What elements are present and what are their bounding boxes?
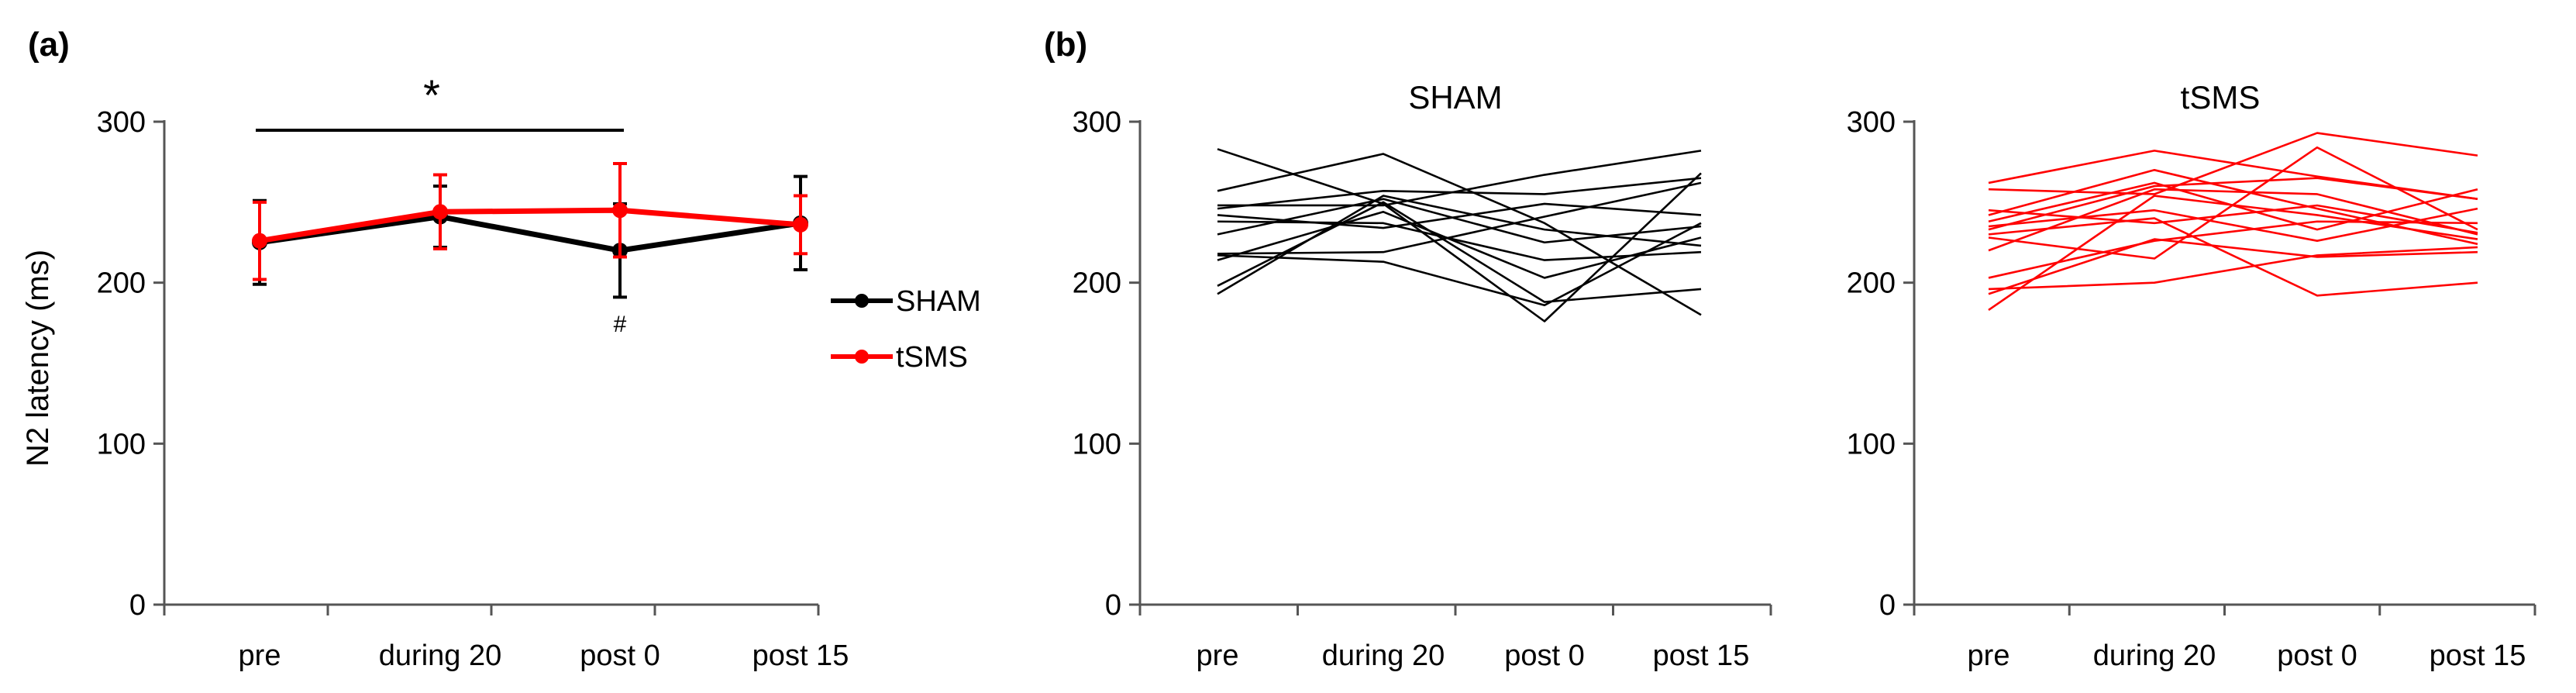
x-tick-label: pre: [1197, 640, 1239, 672]
x-tick-label: post 15: [752, 640, 849, 672]
subject-line: [1988, 238, 2478, 295]
data-point-tsms: [432, 204, 448, 220]
x-tick-label: post 0: [1504, 640, 1585, 672]
subject-line: [1988, 220, 2478, 279]
subject-line: [1217, 195, 1702, 295]
y-tick-label: 300: [1073, 106, 1121, 139]
chart-b-sham: SHAM 0 100 200 300 pre during 20 post 0 post 1…: [1073, 79, 1772, 672]
subject-line: [1217, 177, 1702, 210]
legend-tsms-label: tSMS: [896, 341, 968, 374]
data-point-tsms: [793, 216, 808, 233]
significance-annotation: *: [256, 71, 624, 132]
y-tick-label: 300: [1847, 106, 1896, 139]
subject-line: [1217, 150, 1702, 207]
y-axis-title: N2 latency (ms): [21, 250, 55, 467]
hash-mark: #: [614, 312, 627, 337]
y-tick-label: 200: [97, 267, 146, 300]
y-tick-label: 100: [97, 428, 146, 460]
subject-line: [1988, 132, 2478, 195]
significance-star: *: [423, 71, 440, 119]
series-line-sham: [259, 214, 801, 253]
panel-a-label: (a): [28, 26, 70, 64]
y-tick-label: 0: [1105, 589, 1121, 622]
x-tick-label: pre: [239, 640, 281, 672]
y-tick-label: 100: [1847, 428, 1896, 460]
subject-line: [1988, 246, 2478, 291]
legend-sham-marker: [855, 294, 869, 308]
subject-line: [1988, 195, 2478, 312]
legend-tsms-marker: [855, 350, 869, 364]
chart-b-tsms: tSMS 0 100 200 300 pre during 20 post 0 post 1…: [1847, 79, 2536, 672]
y-tick-label: 0: [129, 589, 146, 622]
panel-b-label: (b): [1044, 26, 1087, 64]
y-tick-label: 200: [1847, 267, 1896, 300]
subject-line: [1988, 146, 2478, 260]
x-tick-label: during 20: [379, 640, 501, 672]
subject-line: [1988, 188, 2478, 252]
subject-line: [1988, 217, 2478, 297]
chart-b-sham-title: SHAM: [1408, 79, 1502, 116]
x-tick-label: during 20: [1322, 640, 1445, 672]
subject-line: [1217, 202, 1702, 229]
series-line-tsms: [259, 207, 801, 244]
y-tick-label: 200: [1073, 267, 1121, 300]
y-tick-label: 0: [1879, 589, 1896, 622]
data-point-tsms: [252, 233, 267, 249]
subject-line: [1217, 222, 1702, 307]
y-tick-label: 300: [97, 106, 146, 139]
chart-b-tsms-title: tSMS: [2181, 79, 2261, 116]
legend-sham-label: SHAM: [896, 285, 981, 318]
subject-line: [1217, 210, 1702, 279]
subject-line: [1988, 207, 2478, 242]
data-point-tsms: [612, 202, 628, 219]
subject-line: [1217, 148, 1702, 322]
subject-line: [1988, 204, 2478, 234]
x-tick-label: during 20: [2093, 640, 2216, 672]
chart-a: N2 latency (ms) 0 100 200 300 pre during 20 p…: [21, 71, 981, 672]
x-tick-label: post 0: [2277, 640, 2357, 672]
subject-line: [1217, 220, 1702, 261]
subject-line: [1217, 198, 1702, 244]
x-tick-label: post 15: [1653, 640, 1750, 672]
x-tick-label: pre: [1968, 640, 2010, 672]
legend: SHAM tSMS: [831, 285, 981, 374]
x-tick-label: post 15: [2430, 640, 2526, 672]
subject-line: [1217, 153, 1702, 316]
subject-line: [1217, 181, 1702, 255]
y-tick-label: 100: [1073, 428, 1121, 460]
x-tick-label: post 0: [580, 640, 660, 672]
